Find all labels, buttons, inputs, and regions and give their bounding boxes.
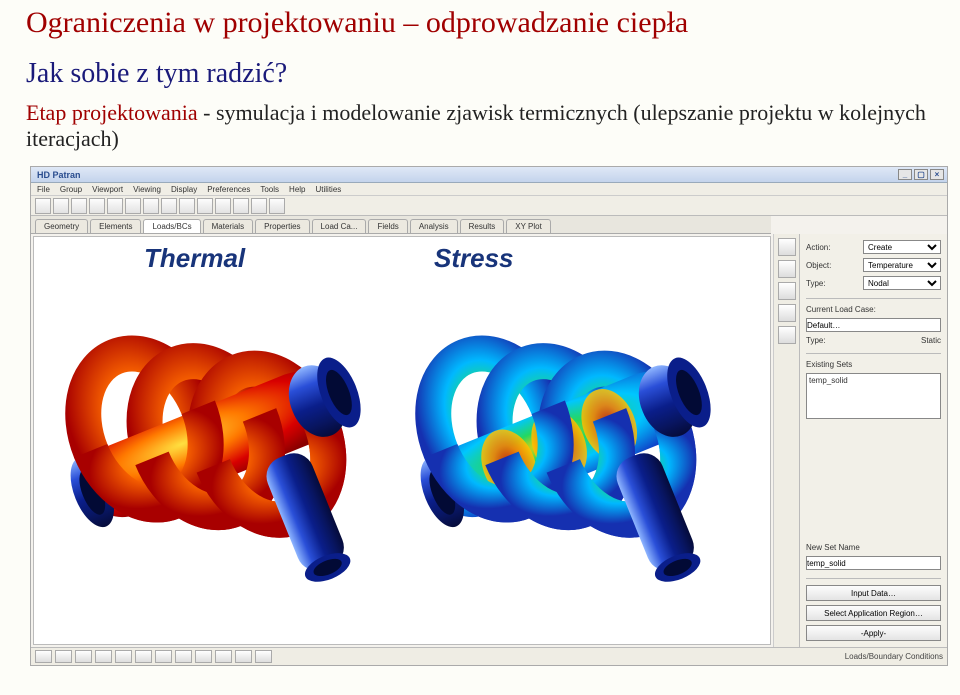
- property-panel: Action: Create Object: Temperature Type:…: [799, 234, 947, 647]
- status-icon[interactable]: [115, 650, 132, 663]
- loadcase-title: Current Load Case:: [806, 305, 941, 314]
- status-icon[interactable]: [155, 650, 172, 663]
- action-label: Action:: [806, 243, 851, 252]
- action-select[interactable]: Create: [863, 240, 941, 254]
- menu-item[interactable]: Utilities: [316, 185, 342, 194]
- select-region-button[interactable]: Select Application Region…: [806, 605, 941, 621]
- menu-item[interactable]: Display: [171, 185, 197, 194]
- thermal-coil: [44, 277, 384, 637]
- newset-label: New Set Name: [806, 543, 941, 552]
- plot-label-thermal: Thermal: [144, 243, 245, 274]
- toolbar: [31, 196, 947, 216]
- status-icon[interactable]: [255, 650, 272, 663]
- tab[interactable]: Geometry: [35, 219, 88, 233]
- slide-subtitle: Jak sobie z tym radzić?: [26, 58, 940, 90]
- status-text: Loads/Boundary Conditions: [845, 652, 943, 661]
- panel-icon-3[interactable]: [778, 282, 796, 300]
- toolbar-button[interactable]: [215, 198, 231, 214]
- statusbar: Loads/Boundary Conditions: [31, 647, 947, 665]
- toolbar-button[interactable]: [107, 198, 123, 214]
- loadcase-value[interactable]: [806, 318, 941, 332]
- toolbar-button[interactable]: [197, 198, 213, 214]
- tab[interactable]: Fields: [368, 219, 407, 233]
- slide-desc: Etap projektowania - symulacja i modelow…: [26, 100, 940, 152]
- tab[interactable]: Analysis: [410, 219, 458, 233]
- tab[interactable]: XY Plot: [506, 219, 551, 233]
- menu-item[interactable]: Viewing: [133, 185, 161, 194]
- status-icon[interactable]: [195, 650, 212, 663]
- existing-sets-list[interactable]: temp_solid: [806, 373, 941, 419]
- menu-item[interactable]: File: [37, 185, 50, 194]
- menu-item[interactable]: Preferences: [207, 185, 250, 194]
- window-max-button[interactable]: ▢: [914, 169, 928, 180]
- loadtype-value: Static: [921, 336, 941, 345]
- apply-button[interactable]: -Apply-: [806, 625, 941, 641]
- panel-icon-1[interactable]: [778, 238, 796, 256]
- type-label: Type:: [806, 279, 851, 288]
- newset-input[interactable]: [806, 556, 941, 570]
- tab[interactable]: Elements: [90, 219, 141, 233]
- workarea: Thermal Stress: [31, 234, 947, 647]
- status-icon[interactable]: [215, 650, 232, 663]
- status-icon[interactable]: [75, 650, 92, 663]
- input-data-button[interactable]: Input Data…: [806, 585, 941, 601]
- window-min-button[interactable]: _: [898, 169, 912, 180]
- toolbar-button[interactable]: [71, 198, 87, 214]
- toolbar-button[interactable]: [89, 198, 105, 214]
- existing-sets-title: Existing Sets: [806, 360, 941, 369]
- menu-item[interactable]: Group: [60, 185, 82, 194]
- menu-item[interactable]: Tools: [260, 185, 279, 194]
- window-title: HD Patran: [37, 170, 81, 180]
- app-window: HD Patran _ ▢ × File Group Viewport Viewing…: [30, 166, 948, 666]
- status-icon[interactable]: [55, 650, 72, 663]
- type-select[interactable]: Nodal: [863, 276, 941, 290]
- desc-red: Etap projektowania: [26, 100, 198, 125]
- panel-icon-2[interactable]: [778, 260, 796, 278]
- status-icon[interactable]: [35, 650, 52, 663]
- status-icon[interactable]: [175, 650, 192, 663]
- object-select[interactable]: Temperature: [863, 258, 941, 272]
- window-titlebar: HD Patran _ ▢ ×: [31, 167, 947, 183]
- panel-icon-5[interactable]: [778, 326, 796, 344]
- menu-item[interactable]: Help: [289, 185, 305, 194]
- toolbar-button[interactable]: [251, 198, 267, 214]
- window-close-button[interactable]: ×: [930, 169, 944, 180]
- panel-icon-4[interactable]: [778, 304, 796, 322]
- toolbar-button[interactable]: [233, 198, 249, 214]
- status-icon[interactable]: [235, 650, 252, 663]
- tab[interactable]: Properties: [255, 219, 309, 233]
- loadtype-label: Type:: [806, 336, 851, 345]
- tab[interactable]: Load Ca...: [312, 219, 367, 233]
- toolbar-button[interactable]: [179, 198, 195, 214]
- tab[interactable]: Materials: [203, 219, 253, 233]
- status-icon[interactable]: [95, 650, 112, 663]
- toolbar-button[interactable]: [53, 198, 69, 214]
- existing-set-item[interactable]: temp_solid: [809, 376, 938, 385]
- tabstrip: GeometryElementsLoads/BCsMaterialsProper…: [31, 216, 771, 234]
- toolbar-button[interactable]: [125, 198, 141, 214]
- toolbar-button[interactable]: [161, 198, 177, 214]
- slide-title: Ograniczenia w projektowaniu – odprowadz…: [26, 6, 940, 40]
- viewport[interactable]: Thermal Stress: [33, 236, 771, 645]
- toolbar-button[interactable]: [35, 198, 51, 214]
- stress-coil: [394, 277, 734, 637]
- menubar: File Group Viewport Viewing Display Preferenc…: [31, 183, 947, 196]
- right-icon-column: [773, 234, 799, 647]
- object-label: Object:: [806, 261, 851, 270]
- tab[interactable]: Results: [460, 219, 505, 233]
- toolbar-button[interactable]: [143, 198, 159, 214]
- toolbar-button[interactable]: [269, 198, 285, 214]
- tab[interactable]: Loads/BCs: [143, 219, 200, 233]
- status-icon[interactable]: [135, 650, 152, 663]
- menu-item[interactable]: Viewport: [92, 185, 123, 194]
- plot-label-stress: Stress: [434, 243, 514, 274]
